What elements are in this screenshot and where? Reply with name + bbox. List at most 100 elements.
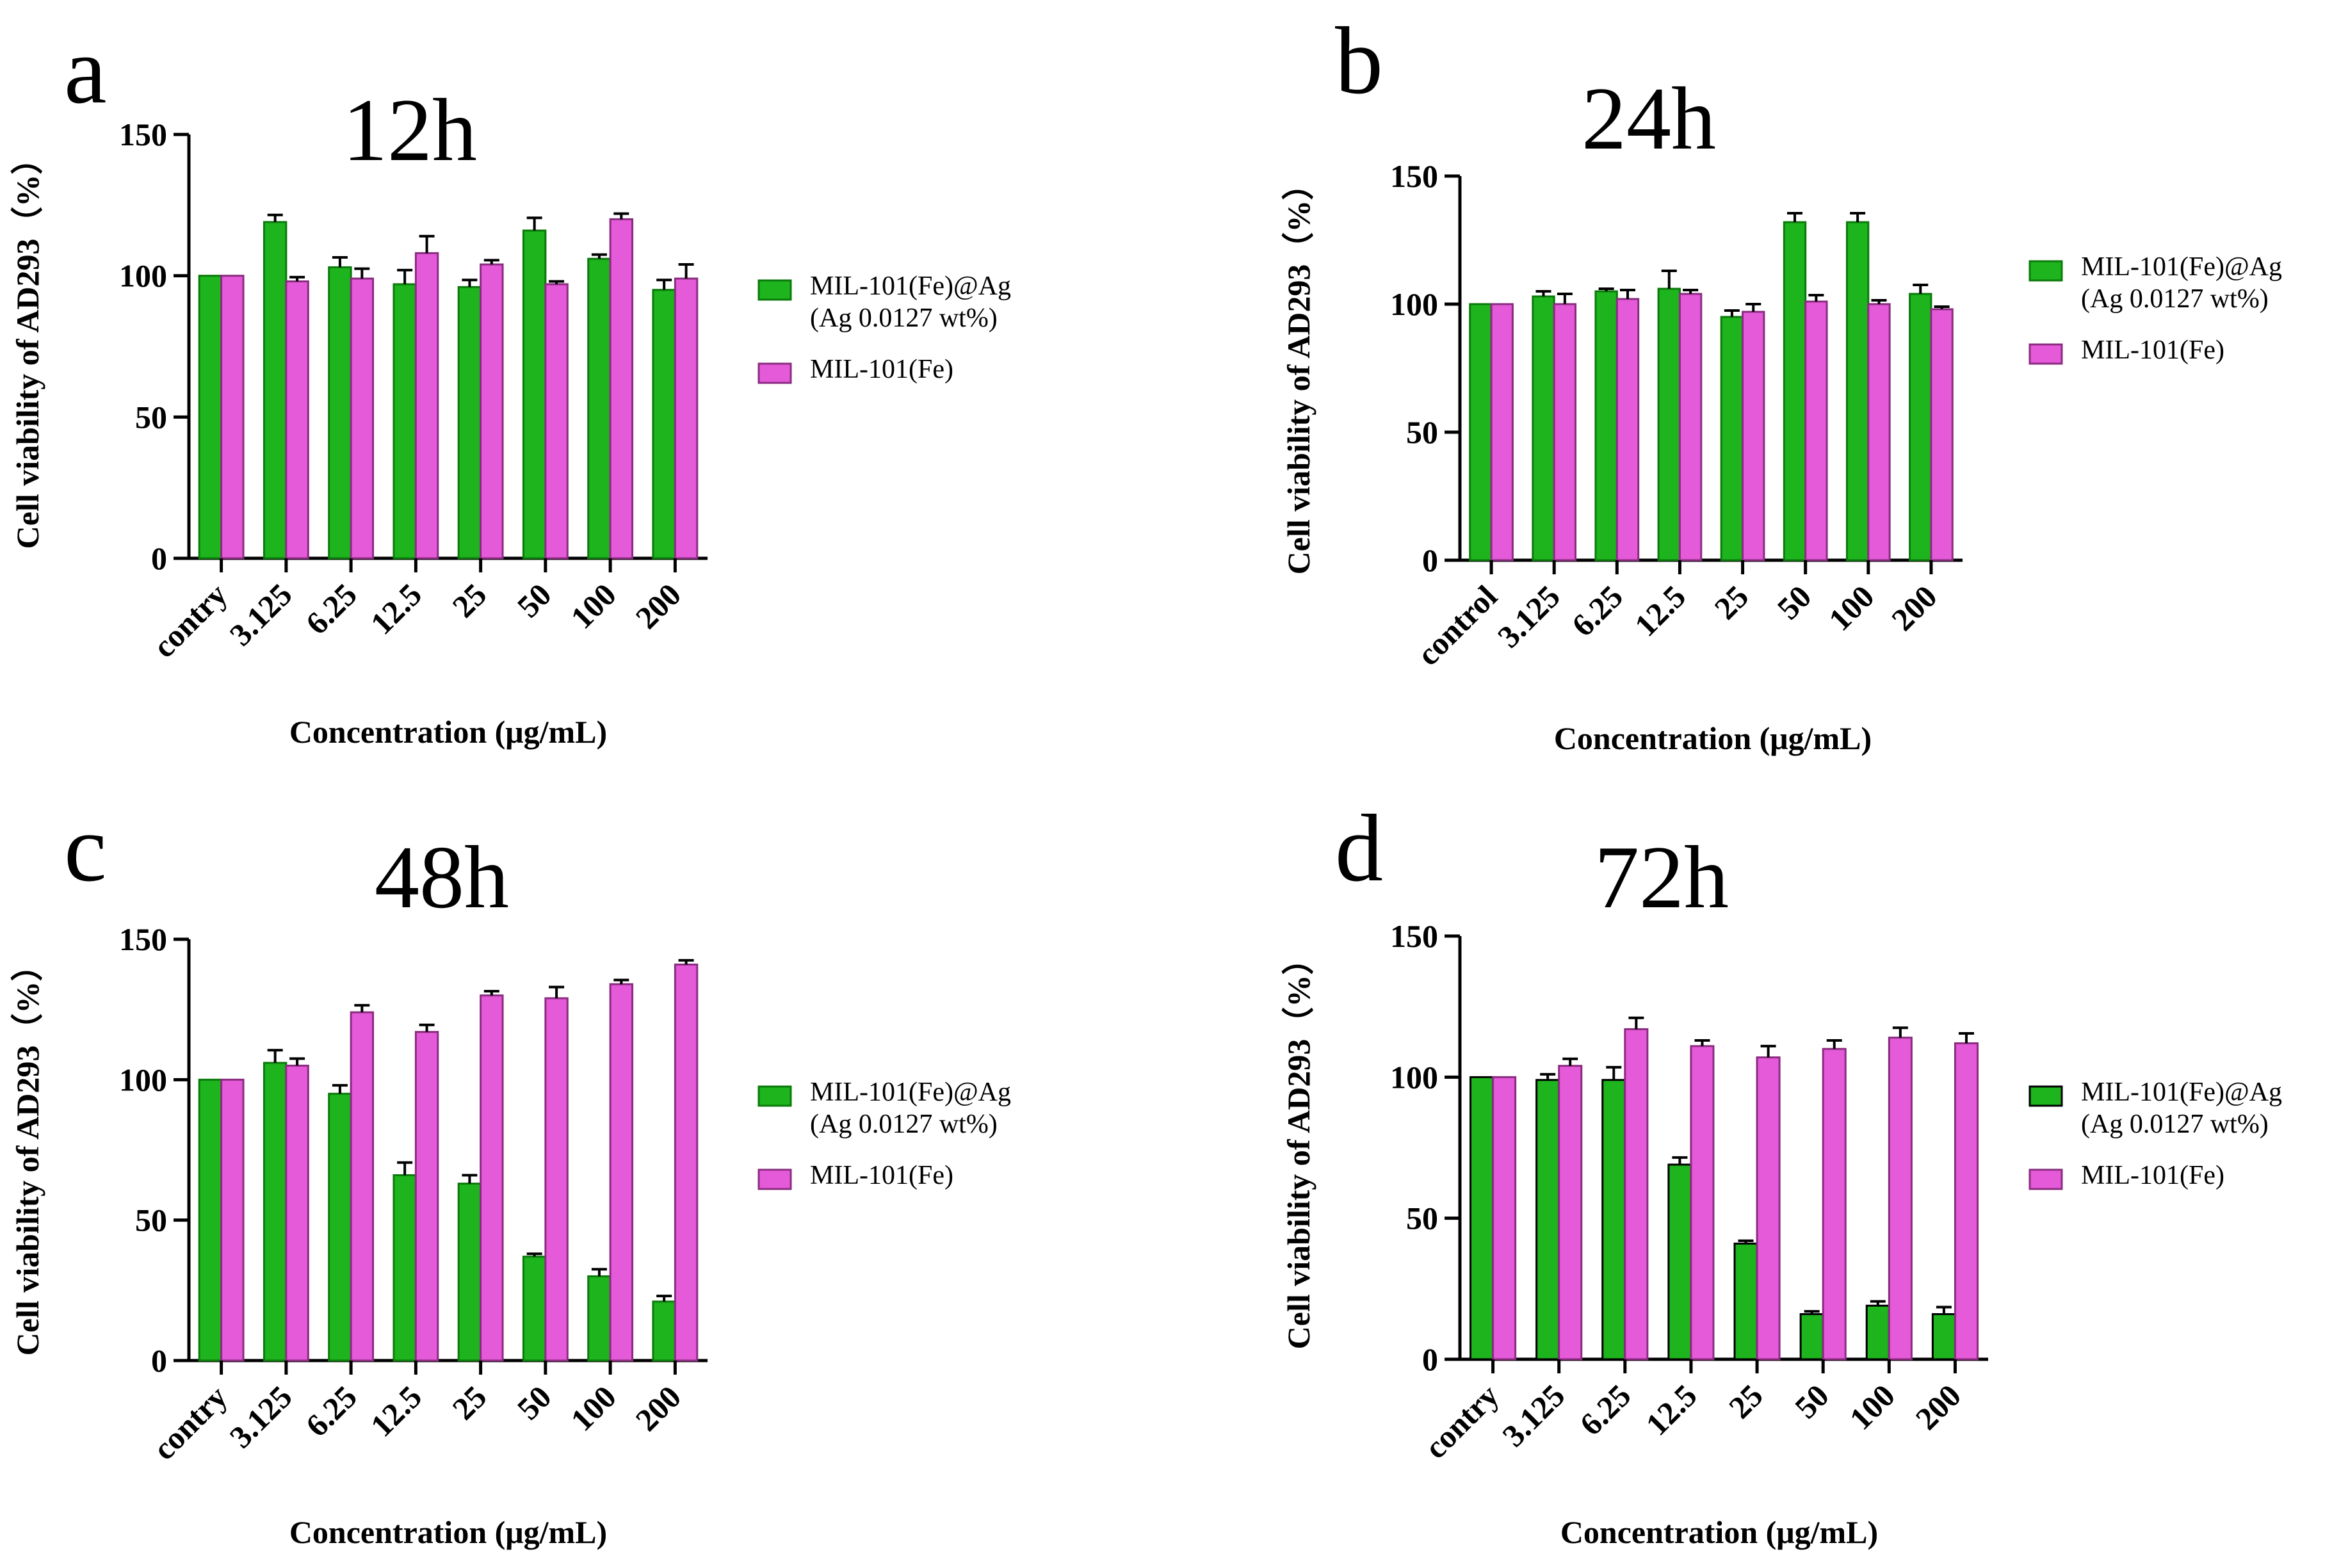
y-tick-label: 100 [119,1062,167,1097]
y-tick-label: 50 [1406,1200,1438,1236]
bar-mil101 [1742,311,1765,562]
x-tick-label: 3.125 [223,576,299,652]
legend-swatch-mil101 [757,362,792,384]
x-tick-label: 6.25 [298,576,363,641]
legend-label: (Ag 0.0127 wt%) [2081,284,2269,314]
legend-swatch-mil101 [2028,343,2063,365]
legend-label: MIL-101(Fe)@Ag [2081,1078,2282,1107]
bar-mil101-ag [1469,303,1493,562]
x-tick-label: 100 [563,576,623,636]
x-tick-label: 3.125 [1491,578,1567,654]
bar-mil101-ag [587,257,611,560]
bar-mil101 [1690,1045,1715,1361]
bar-mil101 [674,277,699,560]
x-tick-label: 200 [1884,578,1944,638]
x-tick-label: contry [1418,1377,1506,1466]
bar-mil101-ag [1931,1313,1956,1361]
y-tick-label: 100 [119,258,167,294]
x-tick-label: 200 [629,576,688,636]
y-axis-title: Cell viability of AD293（%） [1281,168,1316,575]
legend-label: MIL-101(Fe) [2081,1161,2224,1190]
x-tick-label: 25 [1722,1377,1770,1425]
x-axis-title: Concentration (μg/mL) [1560,1514,1878,1550]
x-axis-title: Concentration (μg/mL) [289,1514,607,1550]
x-tick-label: 200 [629,1378,688,1438]
bar-mil101 [220,1078,245,1362]
bar-mil101 [1804,300,1828,562]
y-tick-label: 0 [151,540,167,576]
bar-mil101 [1558,1065,1583,1361]
chart-title: 12h [343,81,477,180]
chart-title: 24h [1582,69,1716,168]
bar-mil101-ag [522,229,547,560]
y-tick-label: 50 [1406,414,1438,450]
legend: MIL-101(Fe)@Ag(Ag 0.0127 wt%) MIL-101(Fe) [2028,252,2282,365]
x-tick-label: 6.25 [1565,578,1630,643]
bar-mil101 [414,252,439,560]
chart-title: 72h [1594,828,1729,927]
x-tick-label: 12.5 [1639,1377,1703,1442]
bar-mil101 [285,1064,309,1362]
legend: MIL-101(Fe)@Ag(Ag 0.0127 wt%) MIL-101(Fe) [757,271,1011,384]
bar-mil101-ag [1783,221,1807,562]
panel-letter: c [64,795,107,901]
x-axis-title: Concentration (μg/mL) [1554,720,1872,756]
x-tick-label: contry [146,1378,234,1467]
y-tick-label: 0 [1422,542,1438,578]
legend-swatch-mil101-ag [2028,1085,2063,1107]
y-tick-label: 100 [1390,1059,1438,1095]
panel-letter: a [64,17,107,124]
bar-mil101-ag [1470,1076,1494,1361]
bar-mil101-ag [393,1174,417,1362]
x-tick-label: 6.25 [1573,1377,1637,1442]
x-tick-label: contry [146,576,234,665]
bar-mil101-ag [1845,221,1870,562]
x-tick-label: 50 [510,576,558,624]
bar-mil101 [1888,1037,1913,1361]
bar-mil101-ag [1657,287,1681,562]
bar-mil101-ag [328,1092,352,1362]
y-axis-title: Cell viability of AD293（%） [10,143,45,549]
bar-mil101-ag [1594,290,1618,562]
bar-mil101-ag [198,1078,223,1362]
bar-mil101-ag [652,1300,676,1362]
bar-mil101-ag [1532,295,1555,562]
x-tick-label: 12.5 [1628,578,1692,643]
x-tick-label: 3.125 [1495,1377,1571,1453]
bar-mil101 [414,1031,439,1362]
panel-letter: d [1335,795,1383,901]
bar-mil101-ag [263,221,287,560]
bar-mil101 [1822,1047,1847,1361]
y-axis-title: Cell viability of AD293（%） [10,950,45,1356]
legend-swatch-mil101-ag [2028,260,2063,282]
x-tick-label: 200 [1909,1377,1968,1437]
y-tick-label: 150 [1390,918,1438,954]
legend-label: (Ag 0.0127 wt%) [810,303,998,333]
legend-swatch-mil101 [2028,1168,2063,1190]
bar-mil101 [1954,1042,1979,1361]
bar-mil101-ag [263,1062,287,1362]
bar-mil101-ag [1909,293,1932,562]
x-tick-label: 12.5 [364,576,428,641]
legend-label: MIL-101(Fe) [810,355,953,384]
bar-mil101-ag [457,286,482,560]
x-tick-label: 25 [445,1378,493,1427]
bar-mil101 [480,263,504,560]
legend-label: (Ag 0.0127 wt%) [810,1110,998,1139]
y-tick-label: 150 [119,117,167,152]
chart-title: 48h [375,828,509,927]
legend-swatch-mil101 [757,1168,792,1190]
bar-mil101-ag [522,1256,547,1362]
x-tick-label: 50 [1770,578,1818,626]
x-tick-label: 12.5 [364,1378,428,1443]
bar-mil101 [1867,303,1891,562]
bar-mil101 [480,994,504,1362]
x-tick-label: 25 [445,576,493,624]
x-tick-label: 25 [1707,578,1755,626]
y-tick-label: 50 [135,1202,167,1238]
legend-label: (Ag 0.0127 wt%) [2081,1110,2269,1139]
x-tick-label: 100 [1842,1377,1902,1437]
